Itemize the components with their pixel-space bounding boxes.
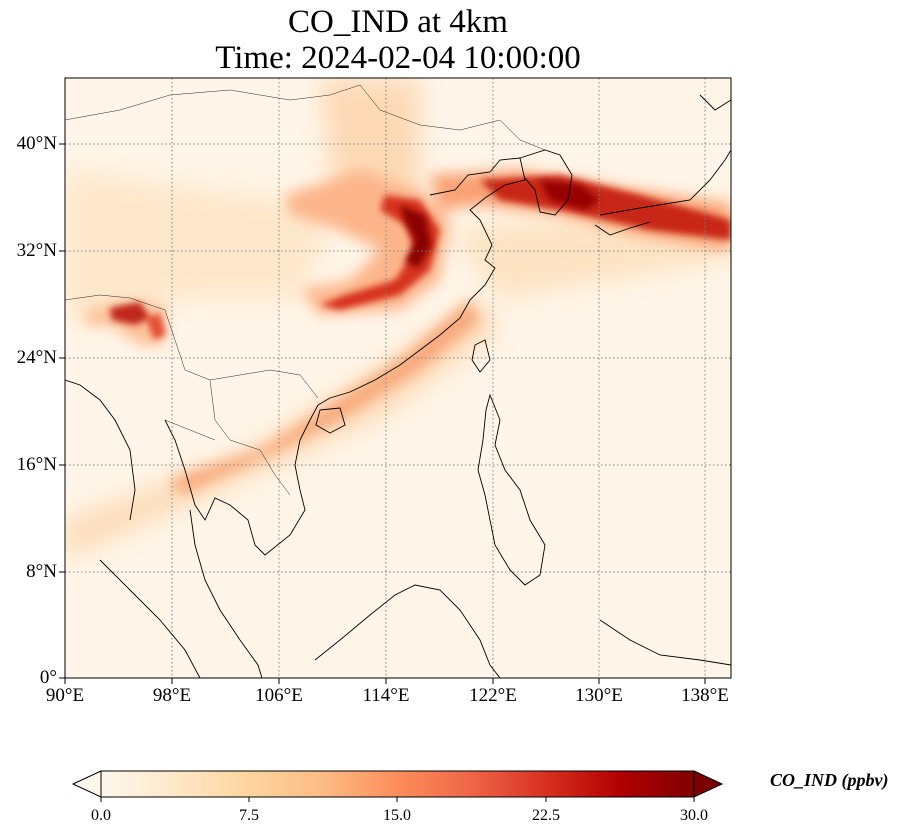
x-tick-label: 98°E [152, 685, 192, 706]
colorbar-extend-high [693, 770, 724, 798]
y-tick-label: 8°N [26, 561, 57, 582]
coast-new-guinea [599, 619, 731, 666]
y-tick-label: 24°N [16, 347, 57, 368]
colorbar-extend-low [71, 770, 102, 798]
y-tick-label: 32°N [16, 240, 57, 261]
map-frame [64, 77, 732, 679]
coast-japan [594, 94, 731, 236]
colorbar-label: CO_IND (ppbv) [770, 770, 889, 790]
colorbar-tick-label: 0.0 [91, 807, 111, 824]
coast-sumatra [99, 559, 201, 678]
x-tick-label: 90°E [45, 685, 85, 706]
co-concentration-field [65, 78, 731, 678]
y-tick-label: 40°N [16, 133, 57, 154]
country-borders [65, 84, 546, 496]
coast-taiwan [471, 339, 491, 373]
chart-title-line2: Time: 2024-02-04 10:00:00 [215, 40, 581, 76]
coast-hainan [315, 407, 346, 434]
plume-coastal [170, 300, 480, 495]
coast-bay-of-bengal [65, 379, 136, 521]
x-tick-label: 138°E [681, 685, 729, 706]
coast-china-east [317, 157, 526, 406]
plume-core-korea-japan [480, 175, 731, 240]
plume-core-myanmar-2 [146, 313, 166, 340]
x-tick-label: 106°E [255, 685, 303, 706]
colorbar-tick-label: 22.5 [532, 807, 560, 824]
plume-core-myanmar [110, 302, 150, 325]
x-tick-label: 130°E [575, 685, 623, 706]
coast-korea [519, 149, 573, 216]
x-tick-label: 114°E [362, 685, 410, 706]
axis-ticks [59, 143, 706, 684]
y-tick-label: 16°N [16, 454, 57, 475]
coast-borneo [314, 584, 501, 678]
coast-vietnam-indochina [164, 404, 319, 556]
colorbar-gradient [100, 770, 695, 798]
gridlines [65, 78, 731, 678]
coast-malay-peninsula [189, 509, 263, 678]
colorbar-tick-label: 7.5 [239, 807, 259, 824]
coastlines [65, 94, 731, 678]
x-tick-label: 122°E [469, 685, 517, 706]
colorbar-tick-label: 15.0 [383, 807, 411, 824]
plume-peak-central [400, 205, 432, 268]
y-tick-label: 0° [39, 667, 57, 688]
chart-title-line1: CO_IND at 4km [288, 4, 508, 40]
plume-haze-south [65, 300, 500, 560]
plume-peak-korea [540, 180, 600, 210]
colorbar-tick-label: 30.0 [680, 807, 708, 824]
coast-philippines [477, 393, 546, 586]
plume-haze-west [65, 170, 330, 320]
